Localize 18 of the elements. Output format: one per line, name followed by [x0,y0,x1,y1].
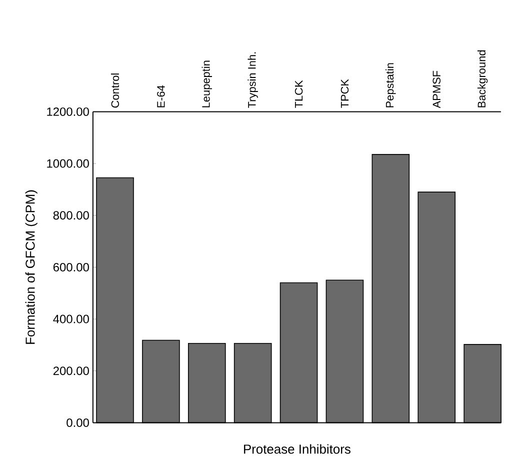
y-tick-label: 800.00 [53,211,89,220]
x-tick-label: Control [110,74,120,108]
x-tick-label: Background [477,50,488,108]
x-tick-label: APMSF [432,70,441,108]
x-tick-label: TLCK [294,80,303,108]
y-tick-label: 400.00 [53,314,89,324]
x-tick-label: E-64 [157,85,165,108]
y-axis-title: Formation of GFCM (CPM) [25,190,38,344]
y-tick-label: 600.00 [53,262,89,272]
x-tick-label: Trypsin Inh. [248,52,258,108]
y-tick-label: 0.00 [66,418,89,427]
x-tick-label: Leupeptin [202,60,212,108]
x-tick-label: TPCK [340,79,349,108]
x-tick-label: Pepstatin [386,63,396,108]
y-tick-label: 200.00 [53,366,89,376]
x-axis-title: Protease Inhibitors [244,444,350,454]
y-tick-label: 1200.00 [47,107,89,116]
y-tick-label: 1000.00 [47,159,89,168]
